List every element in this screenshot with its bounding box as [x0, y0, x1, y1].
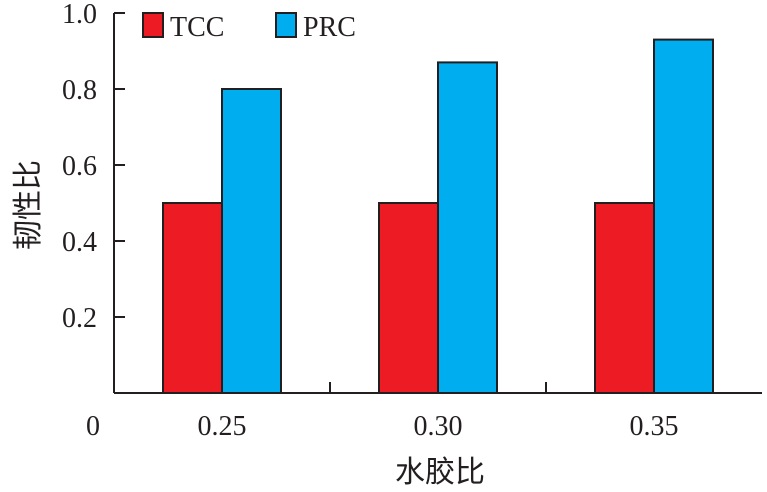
- y-tick-label: 0.8: [62, 75, 97, 106]
- axes: 0 0.2 0.4 0.6 0.8 1.0 0.25 0.30 0.35: [62, 0, 762, 442]
- bar-prc-0.30: [437, 61, 498, 395]
- legend-swatch-prc: [275, 12, 297, 38]
- x-tick-label: 0.25: [198, 411, 247, 442]
- bar-tcc-0.25: [162, 202, 223, 394]
- y-tick-label: 0.4: [62, 227, 97, 258]
- bars: [162, 38, 714, 395]
- legend-label-prc: PRC: [303, 12, 356, 43]
- legend-label-tcc: TCC: [170, 12, 224, 43]
- legend: TCC PRC: [142, 12, 356, 43]
- y-tick-label: 0: [86, 411, 100, 442]
- y-tick-label: 1.0: [62, 0, 97, 30]
- x-tick-label: 0.30: [414, 411, 463, 442]
- y-tick-label: 0.2: [62, 303, 97, 334]
- bar-tcc-0.35: [594, 202, 655, 394]
- bar-prc-0.25: [221, 88, 282, 394]
- y-axis-label: 韧性比: [11, 160, 46, 250]
- x-axis-label: 水胶比: [395, 455, 485, 490]
- y-tick-label: 0.6: [62, 151, 97, 182]
- x-tick-label: 0.35: [630, 411, 679, 442]
- bar-prc-0.35: [653, 38, 714, 394]
- legend-swatch-tcc: [142, 12, 164, 38]
- bar-tcc-0.30: [378, 202, 439, 394]
